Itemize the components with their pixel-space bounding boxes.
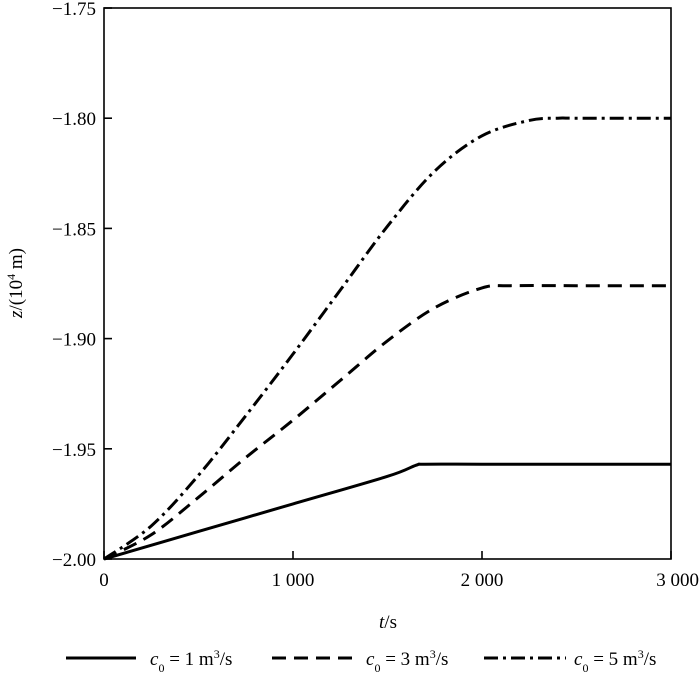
series-lines — [103, 116, 671, 561]
x-tick-label: 0 — [99, 570, 109, 591]
y-tick-label: −2.00 — [52, 550, 96, 571]
legend-label-c0-1: c0 = 1 m3/s — [150, 647, 232, 674]
y-tick-label: −1.90 — [52, 330, 96, 351]
x-axis-label: t/s — [379, 612, 397, 633]
y-axis-ticks: −2.00 −1.95 −1.90 −1.85 −1.80 −1.75 — [52, 0, 112, 571]
x-axis-ticks: 0 1 000 2 000 3 000 — [99, 551, 699, 591]
x-tick-label: 2 000 — [461, 570, 504, 591]
legend-label-c0-3: c0 = 3 m3/s — [366, 647, 448, 674]
legend-label-c0-5: c0 = 5 m3/s — [574, 647, 656, 674]
y-axis-label: z/(104 m) — [4, 248, 27, 319]
x-tick-label: 1 000 — [272, 570, 315, 591]
series-line-2 — [103, 284, 671, 561]
y-tick-label: −1.75 — [52, 0, 96, 20]
x-tick-label: 3 000 — [656, 570, 699, 591]
plot-frame — [103, 7, 672, 560]
y-tick-label: −1.80 — [52, 109, 96, 130]
y-tick-label: −1.95 — [52, 440, 96, 461]
series-line-3 — [103, 116, 671, 561]
legend: c0 = 1 m3/s c0 = 3 m3/s c0 = 5 m3/s — [66, 647, 656, 674]
y-tick-label: −1.85 — [52, 219, 96, 240]
series-line-1 — [103, 462, 671, 561]
